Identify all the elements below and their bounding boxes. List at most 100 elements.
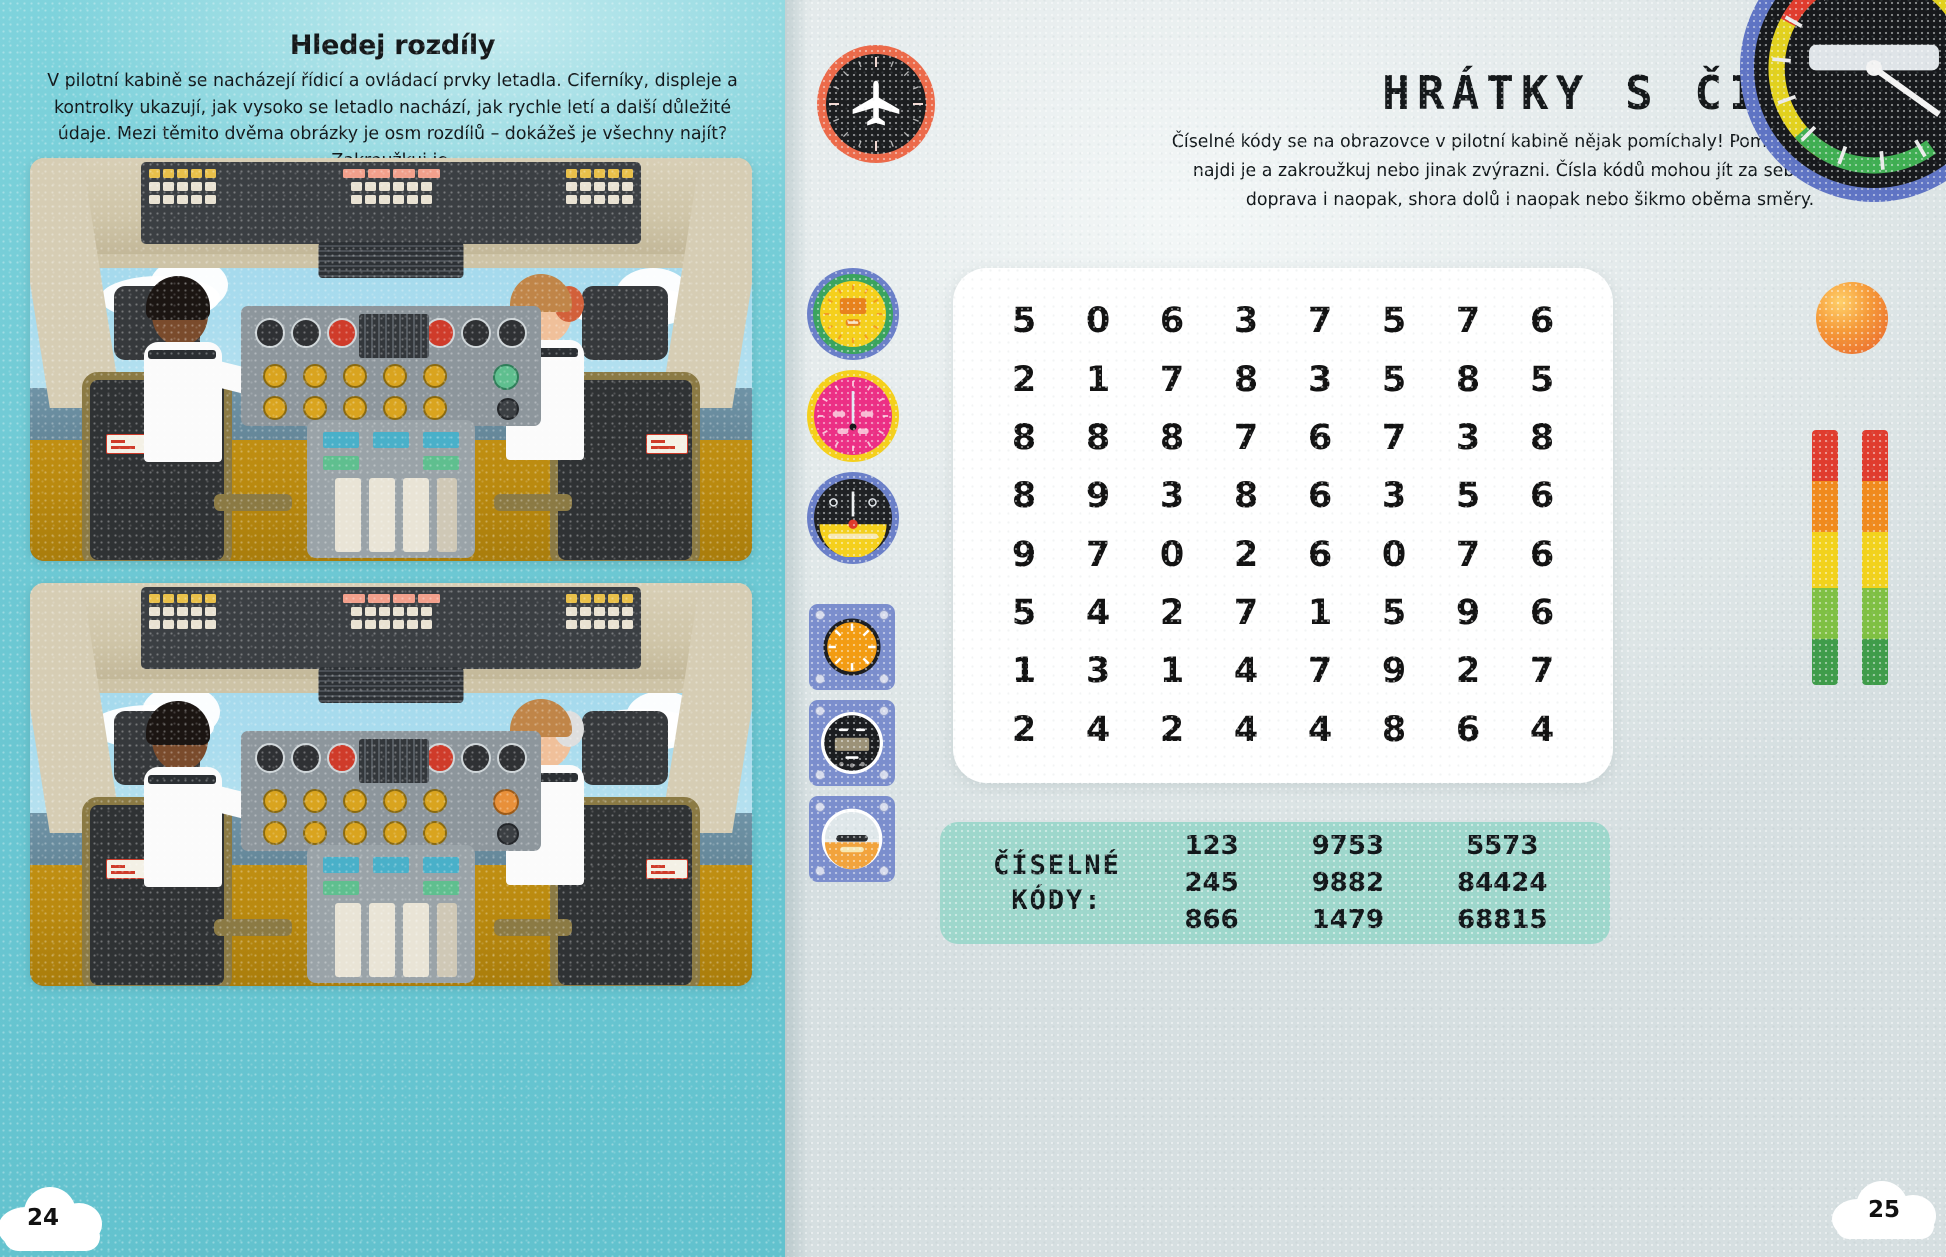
grid-digit[interactable]: 4 xyxy=(1233,651,1259,692)
seat-headrest xyxy=(582,711,668,785)
indicator-strip-left xyxy=(1812,430,1838,685)
grid-digit[interactable]: 5 xyxy=(1455,476,1481,517)
grid-digit[interactable]: 0 xyxy=(1159,534,1185,575)
grid-digit[interactable]: 9 xyxy=(1085,476,1111,517)
grid-digit[interactable]: 3 xyxy=(1455,417,1481,458)
left-page: Hledej rozdíly V pilotní kabině se nachá… xyxy=(0,0,785,1257)
grid-digit[interactable]: 5 xyxy=(1529,359,1555,400)
seat-back xyxy=(550,372,700,561)
grid-digit[interactable]: 1 xyxy=(1085,359,1111,400)
grid-digit[interactable]: 6 xyxy=(1159,301,1185,342)
digital-readout-icon xyxy=(820,711,884,775)
grid-digit[interactable]: 6 xyxy=(1455,709,1481,750)
codes-column: 9753 9882 1479 xyxy=(1312,831,1384,935)
grid-digit[interactable]: 6 xyxy=(1307,534,1333,575)
codes-column: 5573 84424 68815 xyxy=(1457,831,1547,935)
grid-digit[interactable]: 2 xyxy=(1159,593,1185,634)
pilot-hair xyxy=(146,276,210,320)
code-value: 1479 xyxy=(1311,905,1385,935)
seat-placard xyxy=(646,859,688,879)
grid-digit[interactable]: 9 xyxy=(1381,651,1407,692)
horizon-dial-icon xyxy=(821,808,883,870)
grid-digit[interactable]: 8 xyxy=(1529,417,1555,458)
overhead-panel xyxy=(141,162,641,278)
grid-digit[interactable]: 0 xyxy=(1381,534,1407,575)
grid-digit[interactable]: 7 xyxy=(1233,593,1259,634)
grid-digit[interactable]: 3 xyxy=(1159,476,1185,517)
grid-digit[interactable]: 6 xyxy=(1307,417,1333,458)
grid-digit[interactable]: 8 xyxy=(1381,709,1407,750)
codes-label: ČÍSELNÉ KÓDY: xyxy=(966,848,1148,918)
grid-digit[interactable]: 7 xyxy=(1307,651,1333,692)
orange-dome-light xyxy=(1816,282,1888,354)
grid-digit[interactable]: 5 xyxy=(1011,593,1037,634)
grid-digit[interactable]: 7 xyxy=(1455,534,1481,575)
grid-digit[interactable]: 6 xyxy=(1529,476,1555,517)
number-search-grid-card[interactable]: 5 0 6 3 7 5 7 6 2 1 7 8 3 5 8 5 8 8 8 7 6 7 3 8 8 9 3 8 6 3 5 6 9 7 0 2 6 0 7 6… xyxy=(953,268,1613,783)
codes-label-line2: KÓDY: xyxy=(1011,885,1103,916)
cockpit-illustration-bottom xyxy=(30,583,752,986)
grid-digit[interactable]: 8 xyxy=(1233,359,1259,400)
grid-digit[interactable]: 3 xyxy=(1307,359,1333,400)
grid-digit[interactable]: 8 xyxy=(1011,476,1037,517)
grid-digit[interactable]: 2 xyxy=(1233,534,1259,575)
pilot-epaulette xyxy=(510,348,578,357)
seat-back xyxy=(550,797,700,986)
grid-digit[interactable]: 5 xyxy=(1381,301,1407,342)
grid-digit[interactable]: 3 xyxy=(1085,651,1111,692)
grid-digit[interactable]: 8 xyxy=(1233,476,1259,517)
attitude-dial-icon xyxy=(819,484,887,557)
grid-digit[interactable]: 6 xyxy=(1307,476,1333,517)
grid-digit[interactable]: 7 xyxy=(1085,534,1111,575)
clock-dial-icon xyxy=(817,380,889,452)
grid-digit[interactable]: 4 xyxy=(1529,709,1555,750)
grid-digit[interactable]: 5 xyxy=(1011,301,1037,342)
seat-placard xyxy=(646,434,688,454)
grid-digit[interactable]: 7 xyxy=(1529,651,1555,692)
grid-digit[interactable]: 4 xyxy=(1307,709,1333,750)
grid-digit[interactable]: 9 xyxy=(1455,593,1481,634)
seat-armrest xyxy=(214,494,292,511)
pilot-epaulette xyxy=(148,775,216,784)
grid-digit[interactable]: 9 xyxy=(1011,534,1037,575)
grid-digit[interactable]: 5 xyxy=(1381,359,1407,400)
grid-digit[interactable]: 7 xyxy=(1307,301,1333,342)
grid-digit[interactable]: 2 xyxy=(1455,651,1481,692)
grid-digit[interactable]: 1 xyxy=(1011,651,1037,692)
grid-digit[interactable]: 6 xyxy=(1529,593,1555,634)
grid-digit[interactable]: 4 xyxy=(1085,593,1111,634)
grid-digit[interactable]: 7 xyxy=(1233,417,1259,458)
grid-digit[interactable]: 7 xyxy=(1381,417,1407,458)
grid-digit[interactable]: 7 xyxy=(1159,359,1185,400)
instrument-dashboard xyxy=(241,306,541,426)
grid-digit[interactable]: 6 xyxy=(1529,534,1555,575)
orange-dial-icon xyxy=(823,618,881,676)
grid-digit[interactable]: 8 xyxy=(1455,359,1481,400)
number-grid[interactable]: 5 0 6 3 7 5 7 6 2 1 7 8 3 5 8 5 8 8 8 7 6 7 3 8 8 9 3 8 6 3 5 6 9 7 0 2 6 0 7 6… xyxy=(987,292,1579,759)
grid-digit[interactable]: 2 xyxy=(1159,709,1185,750)
grid-digit[interactable]: 0 xyxy=(1085,301,1111,342)
code-value: 68815 xyxy=(1457,905,1548,935)
number-codes-box: ČÍSELNÉ KÓDY: 123 245 866 9753 9882 1479 5573 8… xyxy=(940,822,1610,944)
center-console xyxy=(307,420,475,558)
code-value: 9753 xyxy=(1311,831,1385,861)
grid-digit[interactable]: 3 xyxy=(1381,476,1407,517)
grid-digit[interactable]: 8 xyxy=(1011,417,1037,458)
grid-digit[interactable]: 8 xyxy=(1085,417,1111,458)
grid-digit[interactable]: 3 xyxy=(1233,301,1259,342)
grid-digit[interactable]: 6 xyxy=(1529,301,1555,342)
center-console xyxy=(307,845,475,983)
speedometer-scale-icon xyxy=(1768,0,1946,174)
grid-digit[interactable]: 1 xyxy=(1159,651,1185,692)
grid-digit[interactable]: 1 xyxy=(1307,593,1333,634)
airplane-icon xyxy=(852,80,900,126)
pink-clock-badge xyxy=(807,370,899,462)
grid-digit[interactable]: 8 xyxy=(1159,417,1185,458)
grid-digit[interactable]: 4 xyxy=(1085,709,1111,750)
grid-digit[interactable]: 2 xyxy=(1011,709,1037,750)
grid-digit[interactable]: 4 xyxy=(1233,709,1259,750)
grid-digit[interactable]: 2 xyxy=(1011,359,1037,400)
grid-digit[interactable]: 5 xyxy=(1381,593,1407,634)
grid-digit[interactable]: 7 xyxy=(1455,301,1481,342)
page-number: 25 xyxy=(1868,1197,1901,1223)
